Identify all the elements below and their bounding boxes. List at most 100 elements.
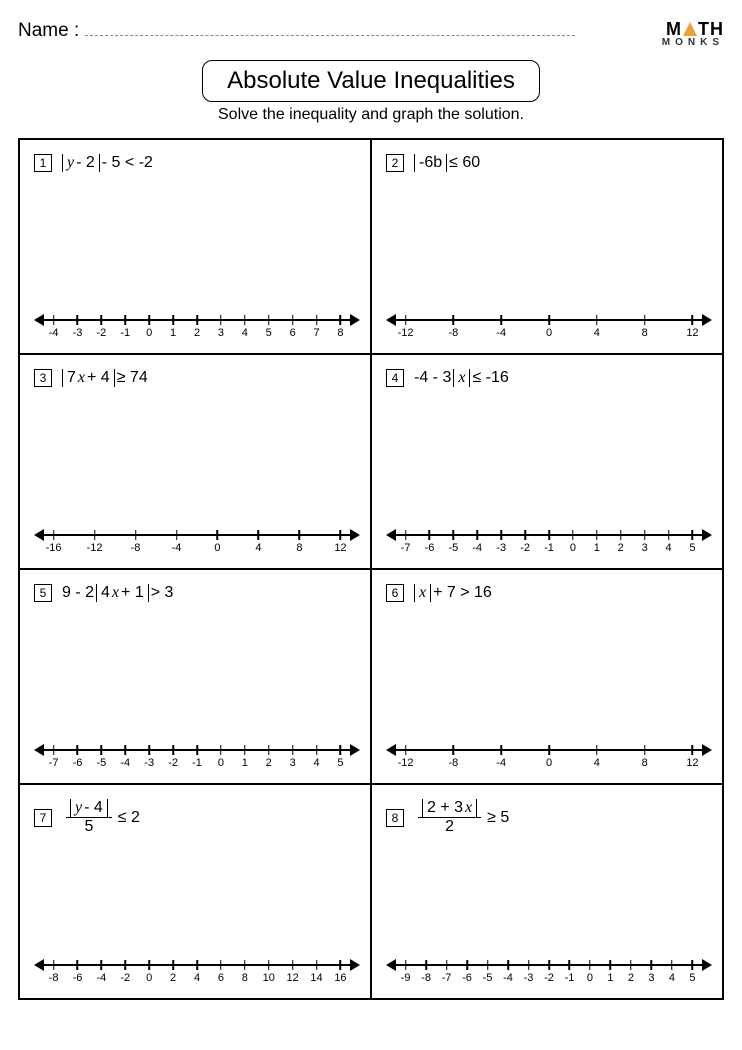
tick-label: 3 [218,327,224,339]
problem-number-box: 8 [386,809,404,827]
tick [148,960,150,970]
problem-row: 6x + 7 > 16 [386,584,712,602]
problem-cell: 82 + 3x2 ≥ 5-9-8-7-6-5-4-3-2-1012345 [371,784,723,999]
tick [405,745,407,755]
tick [596,315,598,325]
tick [644,745,646,755]
arrow-right-icon [702,959,712,971]
tick [316,315,318,325]
tick-label: 4 [594,327,600,339]
tick [548,745,550,755]
tick-label: 0 [218,757,224,769]
tick [292,315,294,325]
problem-cell: 6x + 7 > 16 -12-8-404812 [371,569,723,784]
tick-label: 5 [689,542,695,554]
tick [53,745,55,755]
tick-label: 1 [170,327,176,339]
tick-label: 2 [618,542,624,554]
tick [292,960,294,970]
tick [101,315,103,325]
tick-label: -6 [462,972,472,984]
tick [340,315,342,325]
tick-label: 3 [290,757,296,769]
numberline: -16-12-8-404812 [34,526,360,560]
tick [125,960,127,970]
tick-label: -4 [472,542,482,554]
tick-label: -9 [401,972,411,984]
tick [572,530,574,540]
tick-label: 8 [337,327,343,339]
tick-label: -4 [172,542,182,554]
tick-label: 12 [686,327,698,339]
logo-bottom: MONKS [662,38,724,48]
tick-label: -4 [496,757,506,769]
tick [244,315,246,325]
tick [500,315,502,325]
tick-label: -7 [442,972,452,984]
tick [507,960,509,970]
tick-label: -8 [421,972,431,984]
tick-label: -7 [401,542,411,554]
tick-label: -5 [96,757,106,769]
logo-text-m: M [666,20,682,38]
tick-label: -12 [398,327,414,339]
tick [268,315,270,325]
name-row: Name : [18,20,575,42]
subtitle: Solve the inequality and graph the solut… [18,106,724,124]
tick-label: 8 [642,327,648,339]
header: Name : M TH MONKS [18,20,724,48]
tick [340,745,342,755]
logo-text-th: TH [698,20,724,38]
tick-label: 5 [689,972,695,984]
tick-label: -1 [565,972,575,984]
tick [644,315,646,325]
arrow-right-icon [702,314,712,326]
numberline: -12-8-404812 [386,741,712,775]
name-input-line[interactable] [85,22,575,36]
tick-label: 4 [665,542,671,554]
tick-label: 12 [334,542,346,554]
tick [125,315,127,325]
tick-label: 6 [218,972,224,984]
tick-label: 4 [194,972,200,984]
tick-label: -4 [96,972,106,984]
tick-label: 5 [337,757,343,769]
tick [220,315,222,325]
arrow-right-icon [702,529,712,541]
problem-row: 82 + 3x2 ≥ 5 [386,799,712,836]
tick [524,530,526,540]
tick [77,315,79,325]
tick-label: -5 [448,542,458,554]
tick-label: 12 [287,972,299,984]
tick-label: -1 [192,757,202,769]
tick [148,315,150,325]
tick [217,530,219,540]
problem-expression: x + 7 > 16 [414,584,492,602]
tick-label: -2 [96,327,106,339]
arrow-left-icon [34,744,44,756]
tick [425,960,427,970]
tick-label: 0 [587,972,593,984]
problem-number-box: 3 [34,369,52,387]
problem-number-box: 1 [34,154,52,172]
arrow-right-icon [350,959,360,971]
tick [77,960,79,970]
arrow-left-icon [34,959,44,971]
tick [268,960,270,970]
tick-label: -16 [46,542,62,554]
tick [316,960,318,970]
numberline-wrap: -12-8-404812 [386,741,712,777]
tick-label: -4 [120,757,130,769]
tick [453,745,455,755]
tick-label: -2 [168,757,178,769]
tick-label: -7 [49,757,59,769]
tick-label: -8 [49,972,59,984]
problem-expression: 7x + 4 ≥ 74 [62,369,148,387]
tick-label: -12 [87,542,103,554]
tick-label: -2 [520,542,530,554]
arrow-right-icon [350,529,360,541]
tick-label: -6 [425,542,435,554]
tick-label: -2 [544,972,554,984]
page-title: Absolute Value Inequalities [202,60,540,102]
arrow-left-icon [386,529,396,541]
